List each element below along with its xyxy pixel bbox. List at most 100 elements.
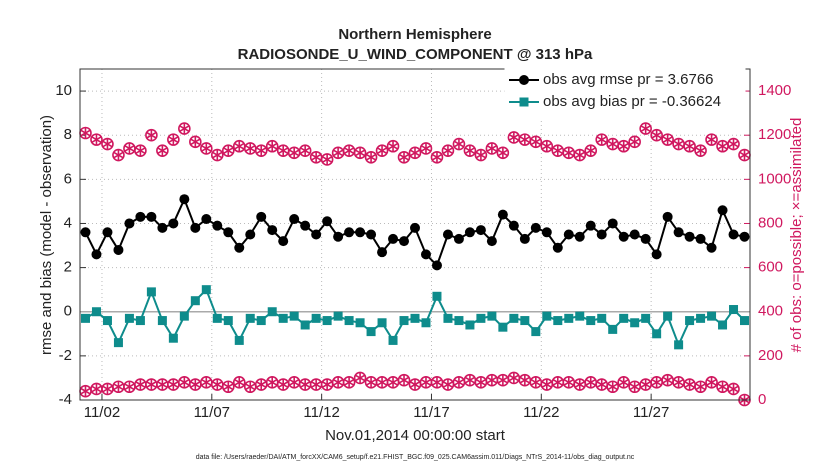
marker-star	[706, 378, 717, 386]
marker-circle	[706, 242, 717, 253]
marker-star	[618, 378, 629, 386]
marker-square	[399, 316, 409, 326]
data-point	[223, 316, 233, 326]
data-point	[684, 231, 695, 242]
marker-square	[487, 311, 497, 321]
marker-circle	[497, 209, 508, 220]
marker-star	[541, 381, 553, 389]
marker-square	[333, 311, 343, 321]
marker-circle	[717, 205, 728, 216]
x-tick-label: 11/12	[303, 404, 339, 421]
marker-square	[432, 291, 442, 301]
x-axis-label: Nov.01,2014 00:00:00 start	[325, 427, 506, 444]
data-point	[124, 218, 135, 229]
data-point	[375, 144, 389, 157]
data-point	[552, 242, 563, 253]
y2-axis-label: # of obs: o=possible; ×=assimilated	[788, 118, 805, 353]
data-point	[234, 242, 245, 253]
marker-circle	[80, 227, 91, 238]
marker-square	[465, 320, 475, 330]
marker-square	[685, 316, 695, 326]
data-point	[628, 380, 641, 394]
data-point	[278, 313, 288, 323]
marker-square	[663, 311, 673, 321]
data-point	[629, 229, 640, 240]
marker-square	[146, 287, 156, 297]
y-tick-label: -2	[59, 347, 72, 364]
marker-square	[443, 313, 453, 323]
data-point	[683, 139, 696, 153]
marker-circle	[442, 229, 453, 240]
data-point	[465, 320, 475, 330]
marker-circle	[475, 225, 486, 236]
marker-star	[409, 149, 421, 157]
marker-square	[113, 338, 123, 348]
data-point	[542, 311, 552, 321]
marker-circle	[453, 233, 464, 244]
marker-square	[410, 313, 420, 323]
marker-star	[728, 140, 739, 148]
y2-tick-label: 1400	[758, 82, 791, 99]
x-tick-label: 11/07	[194, 404, 230, 421]
marker-circle	[684, 231, 695, 242]
marker-square	[388, 335, 398, 345]
data-point	[397, 373, 411, 387]
data-point	[134, 378, 147, 391]
data-point	[364, 150, 378, 164]
data-point	[366, 327, 376, 337]
data-point	[322, 216, 333, 227]
y-tick-label: 8	[64, 126, 72, 143]
data-point	[496, 146, 510, 160]
marker-star	[629, 138, 640, 146]
y-tick-label: 2	[64, 259, 72, 276]
data-point	[377, 318, 387, 328]
marker-circle	[486, 236, 497, 247]
marker-star	[596, 381, 607, 389]
marker-star	[717, 142, 728, 150]
data-point	[397, 150, 411, 164]
data-point	[168, 333, 178, 343]
marker-square	[344, 316, 354, 326]
marker-square	[91, 307, 101, 317]
marker-square	[498, 322, 508, 332]
marker-square	[454, 316, 464, 326]
data-point	[91, 249, 102, 260]
data-point	[267, 307, 277, 317]
marker-square	[652, 329, 662, 339]
marker-square	[520, 316, 530, 326]
marker-square	[641, 313, 651, 323]
data-point	[717, 205, 728, 216]
data-point	[541, 227, 552, 238]
marker-star	[157, 381, 168, 389]
data-point	[331, 376, 345, 389]
marker-circle	[420, 249, 431, 260]
data-point	[607, 218, 618, 229]
marker-star	[146, 131, 157, 139]
data-point	[300, 320, 310, 330]
data-point	[157, 222, 168, 233]
y2-tick-label: 0	[758, 391, 766, 408]
marker-star	[640, 381, 651, 389]
marker-star	[113, 151, 124, 159]
data-point	[124, 313, 134, 323]
marker-star	[497, 149, 509, 157]
marker-circle	[399, 236, 410, 247]
marker-star	[519, 136, 531, 144]
marker-star	[277, 147, 289, 155]
data-point	[135, 316, 145, 326]
data-point	[342, 376, 356, 389]
marker-star	[442, 147, 454, 155]
marker-circle	[223, 227, 234, 238]
marker-star	[398, 153, 410, 161]
data-point	[265, 376, 279, 389]
marker-circle	[212, 220, 223, 231]
marker-circle	[91, 249, 102, 260]
marker-star	[739, 151, 750, 159]
marker-star	[552, 147, 563, 155]
marker-star	[574, 151, 585, 159]
data-point	[156, 144, 169, 157]
marker-square	[575, 311, 585, 321]
data-point	[685, 316, 695, 326]
data-point	[650, 128, 663, 142]
